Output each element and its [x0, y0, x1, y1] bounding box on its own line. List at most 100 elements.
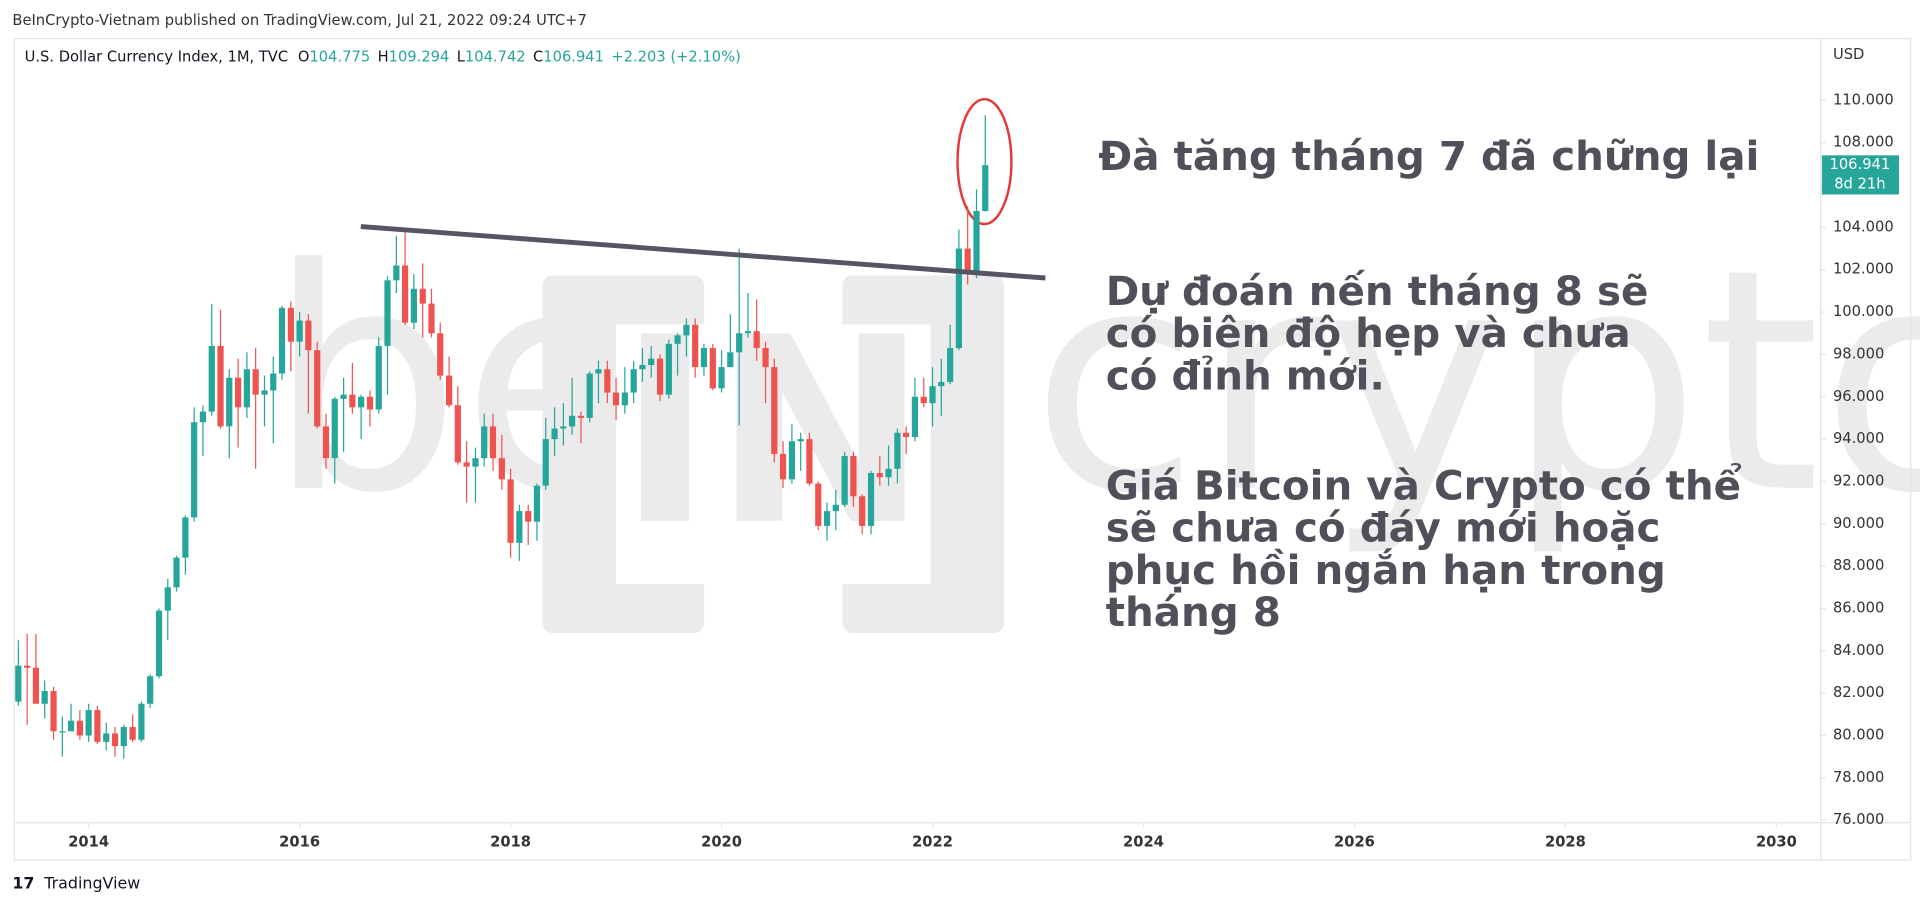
candle-body [94, 710, 101, 742]
candles [15, 115, 989, 759]
candle-body [744, 331, 752, 334]
candle-body [894, 432, 901, 469]
candle-body [164, 587, 171, 611]
legend-value: 106.941 [543, 49, 604, 66]
candle-body [577, 415, 585, 418]
tradingview-logo: 17 [12, 873, 34, 892]
candle-body [358, 396, 365, 408]
candle-body [155, 610, 163, 677]
y-tick-label: 80.000 [1833, 727, 1884, 744]
y-tick-label: 100.000 [1833, 303, 1894, 320]
candle-body [322, 426, 330, 459]
candle-body [736, 333, 743, 353]
annotation: Đà tăng tháng 7 đã chững lại [1098, 132, 1759, 180]
candle-body [542, 439, 549, 486]
candle-body [674, 335, 681, 344]
candle-body [630, 369, 637, 393]
candle-body [885, 468, 892, 478]
annotation: phục hồi ngắn hạn trong [1106, 546, 1666, 594]
candle-body [481, 426, 488, 459]
logo-mark: 17 [12, 873, 34, 892]
candle-body [199, 411, 206, 423]
candle-body [525, 511, 532, 522]
candle-body [120, 727, 127, 747]
candle-body [982, 165, 989, 211]
y-tick-label: 104.000 [1833, 218, 1894, 235]
watermark-text: crypto [1031, 205, 1920, 561]
candle-body [59, 731, 66, 733]
x-tick-label: 2018 [490, 833, 531, 850]
candle-body [393, 265, 400, 281]
candle-body [560, 426, 567, 429]
candle-body [621, 392, 628, 406]
candle-body [973, 210, 980, 274]
candle-body [489, 426, 497, 459]
annotation: có biên độ hẹp và chưa [1106, 309, 1631, 357]
candle-body [709, 348, 716, 389]
candle-body [463, 462, 470, 467]
candle-body [498, 458, 505, 480]
candle-body [947, 348, 954, 382]
y-tick-label: 84.000 [1833, 642, 1884, 659]
candle-body [437, 333, 444, 376]
candle-body [823, 511, 831, 526]
candle-body [832, 504, 839, 512]
candle-body [261, 390, 268, 395]
candle-body [243, 369, 250, 408]
legend-letter: H [378, 49, 389, 66]
candle-body [727, 352, 734, 368]
candle-body [366, 396, 374, 410]
candle-body [665, 343, 672, 395]
price-tag [1821, 155, 1900, 195]
legend-letter: O [298, 49, 310, 66]
legend-change: +2.203 (+2.10%) [611, 49, 740, 66]
candle-body [595, 369, 602, 374]
y-tick-label: 86.000 [1833, 599, 1884, 616]
price-tag-countdown: 8d 21h [1834, 176, 1885, 193]
y-tick-label: 110.000 [1833, 91, 1894, 108]
y-tick-label: 76.000 [1833, 811, 1884, 828]
candle-body [375, 345, 382, 410]
candle-body [938, 381, 945, 387]
legend: U.S. Dollar Currency Index, 1M, TVC O104.… [25, 49, 741, 66]
candle-body [806, 439, 813, 484]
candle-body [340, 394, 347, 399]
candle-body [586, 373, 593, 418]
price-tag-value: 106.941 [1830, 156, 1891, 173]
candle-body [41, 691, 48, 704]
candle-body [604, 369, 611, 393]
candle-body [349, 394, 356, 408]
candle-body [226, 377, 233, 427]
legend-value: 104.775 [309, 49, 370, 66]
legend-letter: C [533, 49, 543, 66]
x-tick-label: 2030 [1756, 833, 1797, 850]
y-tick-label: 94.000 [1833, 430, 1884, 447]
candle-body [67, 720, 75, 732]
candle-body [410, 288, 417, 323]
candle-body [568, 415, 576, 427]
candle-body [788, 441, 796, 480]
candle-body [278, 307, 286, 374]
candle-body [753, 331, 760, 349]
x-tick-label: 2026 [1334, 833, 1375, 850]
candle-body [129, 727, 136, 740]
y-tick-label: 88.000 [1833, 557, 1884, 574]
x-tick-label: 2022 [912, 833, 953, 850]
currency: USD [1833, 46, 1864, 63]
x-tick-label: 2014 [68, 833, 109, 850]
annotation: có đỉnh mới. [1106, 351, 1385, 399]
candle-body [147, 676, 154, 704]
candle-body [15, 665, 22, 702]
candle-body [182, 517, 189, 558]
candle-body [419, 288, 426, 304]
candle-body [191, 422, 198, 518]
candle-body [331, 398, 338, 459]
candle-body [867, 472, 875, 526]
candle-body [314, 350, 321, 427]
candle-body [850, 456, 857, 497]
candle-body [305, 320, 312, 351]
candle-body [103, 733, 110, 742]
legend-value: 104.742 [465, 49, 526, 66]
